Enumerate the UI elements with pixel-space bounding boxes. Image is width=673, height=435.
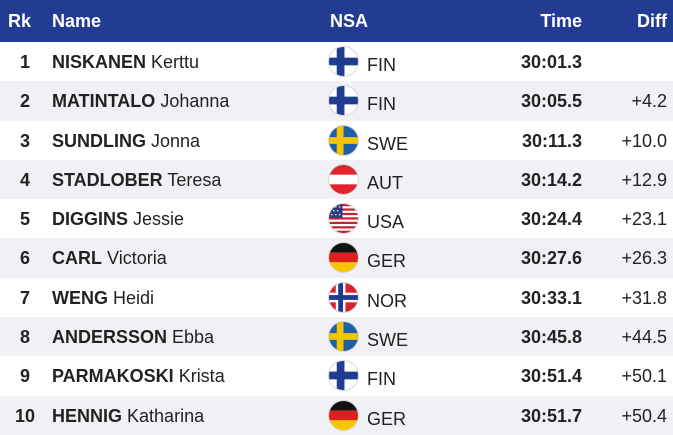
rank-cell: 10 xyxy=(14,405,36,426)
header-rank[interactable]: Rk xyxy=(8,11,32,31)
diff-cell: +50.4 xyxy=(621,405,667,426)
header-name[interactable]: Name xyxy=(52,11,102,31)
athlete-first-name: Ebba xyxy=(172,327,215,348)
athlete-first-name: Kerttu xyxy=(151,52,200,72)
athlete-name[interactable]: ANDERSSON Ebba xyxy=(52,327,214,347)
table-row[interactable]: 3 SUNDLING Jonna SWE 30:11.3 +10.0 xyxy=(0,121,673,160)
table-body: 1 NISKANEN Kerttu FIN 30:01.3 2 MATINTALO Joh… xyxy=(0,42,673,435)
athlete-first-name: Jessie xyxy=(133,209,185,230)
norway-flag-icon xyxy=(329,282,358,312)
athlete-first-name: Johanna xyxy=(160,91,230,112)
header-diff[interactable]: Diff xyxy=(637,11,667,31)
time-cell: 30:33.1 xyxy=(520,287,582,308)
athlete-name[interactable]: CARL Victoria xyxy=(52,248,167,268)
diff-cell: +23.1 xyxy=(621,209,667,230)
rank-cell: 9 xyxy=(19,366,30,387)
rank-cell: 8 xyxy=(19,327,30,348)
table-row[interactable]: 10 HENNIG Katharina GER 30:51.7 +50.4 xyxy=(0,395,673,435)
diff-cell: +44.5 xyxy=(621,327,667,348)
athlete-name[interactable]: NISKANEN Kerttu xyxy=(52,52,199,72)
athlete-first-name: Heidi xyxy=(113,287,155,308)
athlete-name[interactable]: PARMAKOSKI Krista xyxy=(52,366,225,386)
athlete-last-name: SUNDLING xyxy=(52,130,146,151)
athlete-name[interactable]: WENG Heidi xyxy=(52,288,154,308)
rank-cell: 7 xyxy=(19,287,30,308)
austria-flag-icon xyxy=(329,164,358,194)
athlete-first-name: Teresa xyxy=(167,169,222,190)
table-row[interactable]: 4 STADLOBER Teresa AUT 30:14.2 +12.9 xyxy=(0,159,673,200)
diff-cell: +26.3 xyxy=(621,248,667,269)
athlete-first-name: Victoria xyxy=(107,248,167,269)
finland-flag-icon xyxy=(329,47,358,76)
nsa-code: FIN xyxy=(367,55,396,75)
athlete-last-name: CARL xyxy=(52,248,102,269)
time-cell: 30:01.3 xyxy=(520,52,582,72)
sweden-flag-icon xyxy=(329,322,358,352)
header-nsa[interactable]: NSA xyxy=(330,11,369,31)
germany-flag-icon xyxy=(329,400,358,430)
athlete-name[interactable]: DIGGINS Jessie xyxy=(52,209,184,229)
athlete-first-name: Krista xyxy=(178,366,225,387)
nsa-code: GER xyxy=(367,251,407,272)
athlete-last-name: DIGGINS xyxy=(52,209,129,230)
header-time[interactable]: Time xyxy=(540,11,582,31)
germany-flag-icon xyxy=(329,243,358,273)
rank-cell: 5 xyxy=(19,209,30,230)
diff-cell: +10.0 xyxy=(621,130,667,151)
table-row[interactable]: 5 DIGGINS Jessie USA 30:24.4 +23.1 xyxy=(0,199,673,238)
nsa-code: FIN xyxy=(367,369,396,390)
diff-cell: +4.2 xyxy=(631,91,667,112)
table-header: Rk Name NSA Time Diff xyxy=(0,0,673,42)
time-cell: 30:51.4 xyxy=(520,366,582,387)
nsa-code: AUT xyxy=(367,172,403,193)
nsa-code: FIN xyxy=(367,94,396,115)
table-row[interactable]: 2 MATINTALO Johanna FIN 30:05.5 +4.2 xyxy=(0,81,673,121)
time-cell: 30:24.4 xyxy=(520,209,582,230)
athlete-last-name: PARMAKOSKI xyxy=(52,366,174,387)
nsa-code: SWE xyxy=(367,133,409,154)
nsa-code: SWE xyxy=(367,330,409,351)
table-row[interactable]: 7 WENG Heidi NOR 30:33.1 +31.8 xyxy=(0,278,673,317)
sweden-flag-icon xyxy=(329,125,358,155)
nsa-code: NOR xyxy=(367,290,407,311)
table-row[interactable]: 9 PARMAKOSKI Krista FIN 30:51.4 +50.1 xyxy=(0,356,673,395)
time-cell: 30:51.7 xyxy=(520,405,582,426)
athlete-last-name: STADLOBER xyxy=(52,169,163,190)
athlete-last-name: MATINTALO xyxy=(52,91,156,112)
diff-cell: +31.8 xyxy=(621,287,667,308)
athlete-last-name: ANDERSSON xyxy=(52,327,168,348)
rank-cell: 2 xyxy=(19,91,30,112)
diff-cell: +50.1 xyxy=(621,366,667,387)
rank-cell: 6 xyxy=(19,248,30,269)
nsa-code: GER xyxy=(367,408,407,429)
table-row[interactable]: 1 NISKANEN Kerttu FIN 30:01.3 xyxy=(0,42,673,81)
time-cell: 30:27.6 xyxy=(520,248,582,269)
time-cell: 30:45.8 xyxy=(520,327,582,348)
table-row[interactable]: 8 ANDERSSON Ebba SWE 30:45.8 +44.5 xyxy=(0,317,673,357)
athlete-name[interactable]: SUNDLING Jonna xyxy=(52,131,200,151)
time-cell: 30:14.2 xyxy=(520,169,582,190)
athlete-last-name: HENNIG xyxy=(52,405,123,426)
time-cell: 30:05.5 xyxy=(520,91,582,112)
athlete-name[interactable]: HENNIG Katharina xyxy=(52,406,204,426)
diff-cell: +12.9 xyxy=(621,169,667,190)
usa-flag-icon xyxy=(329,204,358,234)
rank-cell: 4 xyxy=(19,169,30,190)
finland-flag-icon xyxy=(329,86,358,116)
athlete-first-name: Katharina xyxy=(127,405,205,426)
nsa-code: USA xyxy=(367,212,405,233)
time-cell: 30:11.3 xyxy=(521,130,582,151)
rank-cell: 3 xyxy=(19,130,30,151)
athlete-first-name: Jonna xyxy=(151,130,201,151)
athlete-last-name: NISKANEN xyxy=(52,52,147,72)
athlete-name[interactable]: STADLOBER Teresa xyxy=(52,170,221,190)
rank-cell: 1 xyxy=(19,52,30,72)
athlete-name[interactable]: MATINTALO Johanna xyxy=(52,91,229,111)
athlete-last-name: WENG xyxy=(52,287,108,308)
finland-flag-icon xyxy=(329,361,358,391)
table-row[interactable]: 6 CARL Victoria GER 30:27.6 +26.3 xyxy=(0,238,673,278)
